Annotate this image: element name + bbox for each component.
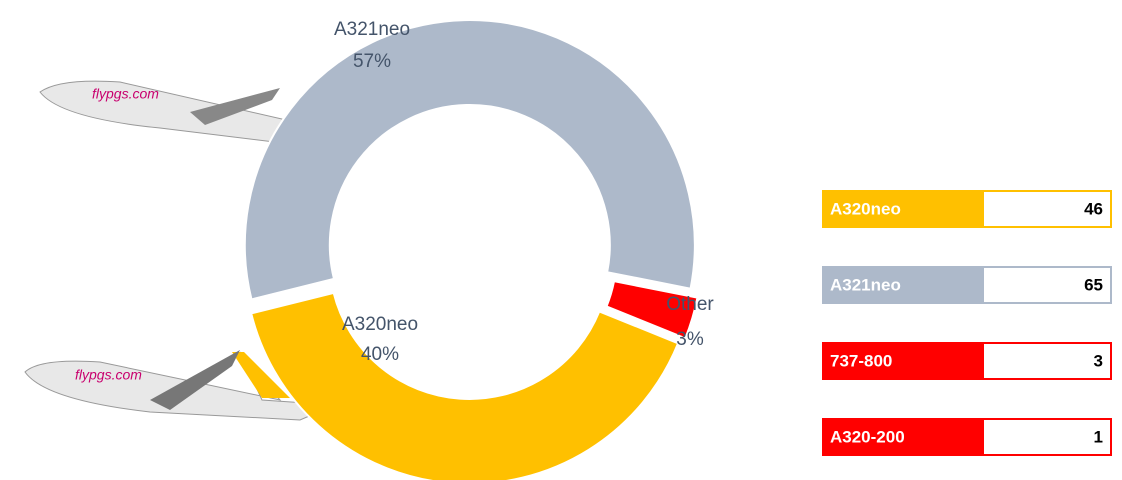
row-label: A320-200 <box>830 427 905 446</box>
slice-category: A321neo <box>334 19 410 40</box>
row-label: 737-800 <box>830 351 892 370</box>
row-value-cell <box>982 266 1112 304</box>
livery: flypgs.com <box>75 367 142 383</box>
slice-value: 57% <box>353 51 391 72</box>
row-value: 3 <box>1094 351 1103 370</box>
livery: flypgs.com <box>92 86 159 102</box>
row-label: A321neo <box>830 275 901 294</box>
row-label: A320neo <box>830 199 901 218</box>
row-value-cell <box>982 418 1112 456</box>
donut-slice <box>249 291 680 480</box>
slice-value: 40% <box>361 344 399 365</box>
donut <box>243 19 699 480</box>
slice-labels: A320neo 40% A321neo 57% Other 3% <box>334 19 714 365</box>
donut-slice <box>243 19 696 301</box>
row-label-cell <box>822 342 982 380</box>
row-label-cell <box>822 190 982 228</box>
slice-category: Other <box>666 294 714 315</box>
row-value-cell <box>982 342 1112 380</box>
fleet-table: A320neo 46 A321neo 65 737-800 3 A320-200 1 <box>822 190 1112 456</box>
row-value: 65 <box>1084 275 1103 294</box>
row-value-cell <box>982 190 1112 228</box>
row-label-cell <box>822 418 982 456</box>
donut-slice <box>605 280 699 340</box>
row-label-cell <box>822 266 982 304</box>
slice-category: A320neo <box>342 314 418 335</box>
row-value: 1 <box>1094 427 1103 446</box>
row-value: 46 <box>1084 199 1103 218</box>
plane-bottom: flypgs.com <box>24 350 336 421</box>
slice-value: 3% <box>676 329 704 350</box>
